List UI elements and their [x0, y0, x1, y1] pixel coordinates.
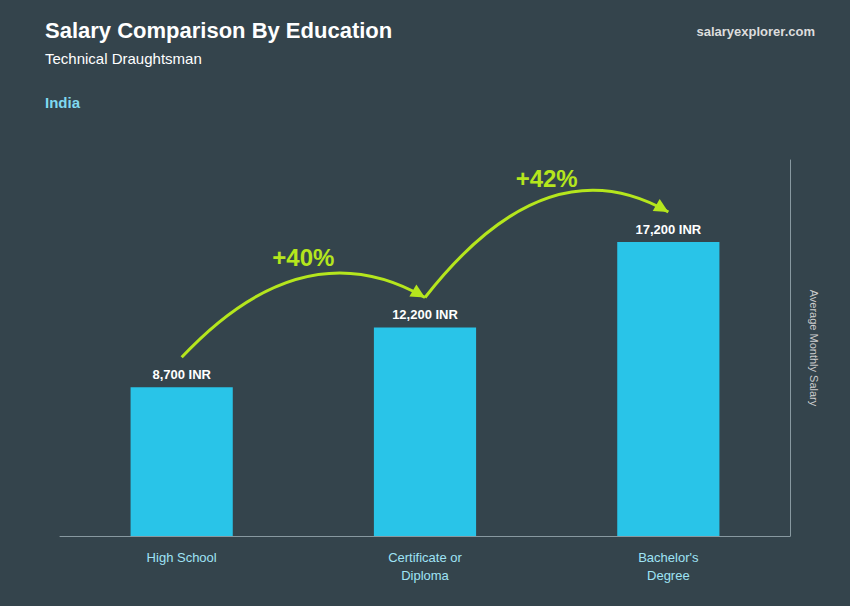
svg-text:Bachelor's: Bachelor's: [638, 550, 699, 565]
svg-text:India: India: [45, 94, 81, 111]
svg-text:Salary Comparison By Education: Salary Comparison By Education: [45, 18, 392, 43]
svg-text:12,200 INR: 12,200 INR: [392, 307, 458, 322]
svg-text:+42%: +42%: [516, 165, 578, 192]
svg-text:+40%: +40%: [272, 244, 334, 271]
svg-text:Degree: Degree: [647, 568, 690, 583]
svg-text:17,200 INR: 17,200 INR: [635, 222, 701, 237]
svg-text:8,700 INR: 8,700 INR: [152, 367, 211, 382]
svg-text:salaryexplorer.com: salaryexplorer.com: [696, 24, 815, 39]
svg-text:Diploma: Diploma: [401, 568, 449, 583]
svg-text:High School: High School: [147, 550, 217, 565]
svg-text:Average Monthly Salary: Average Monthly Salary: [808, 290, 820, 407]
svg-text:Technical Draughtsman: Technical Draughtsman: [45, 50, 202, 67]
svg-text:Certificate or: Certificate or: [388, 550, 462, 565]
